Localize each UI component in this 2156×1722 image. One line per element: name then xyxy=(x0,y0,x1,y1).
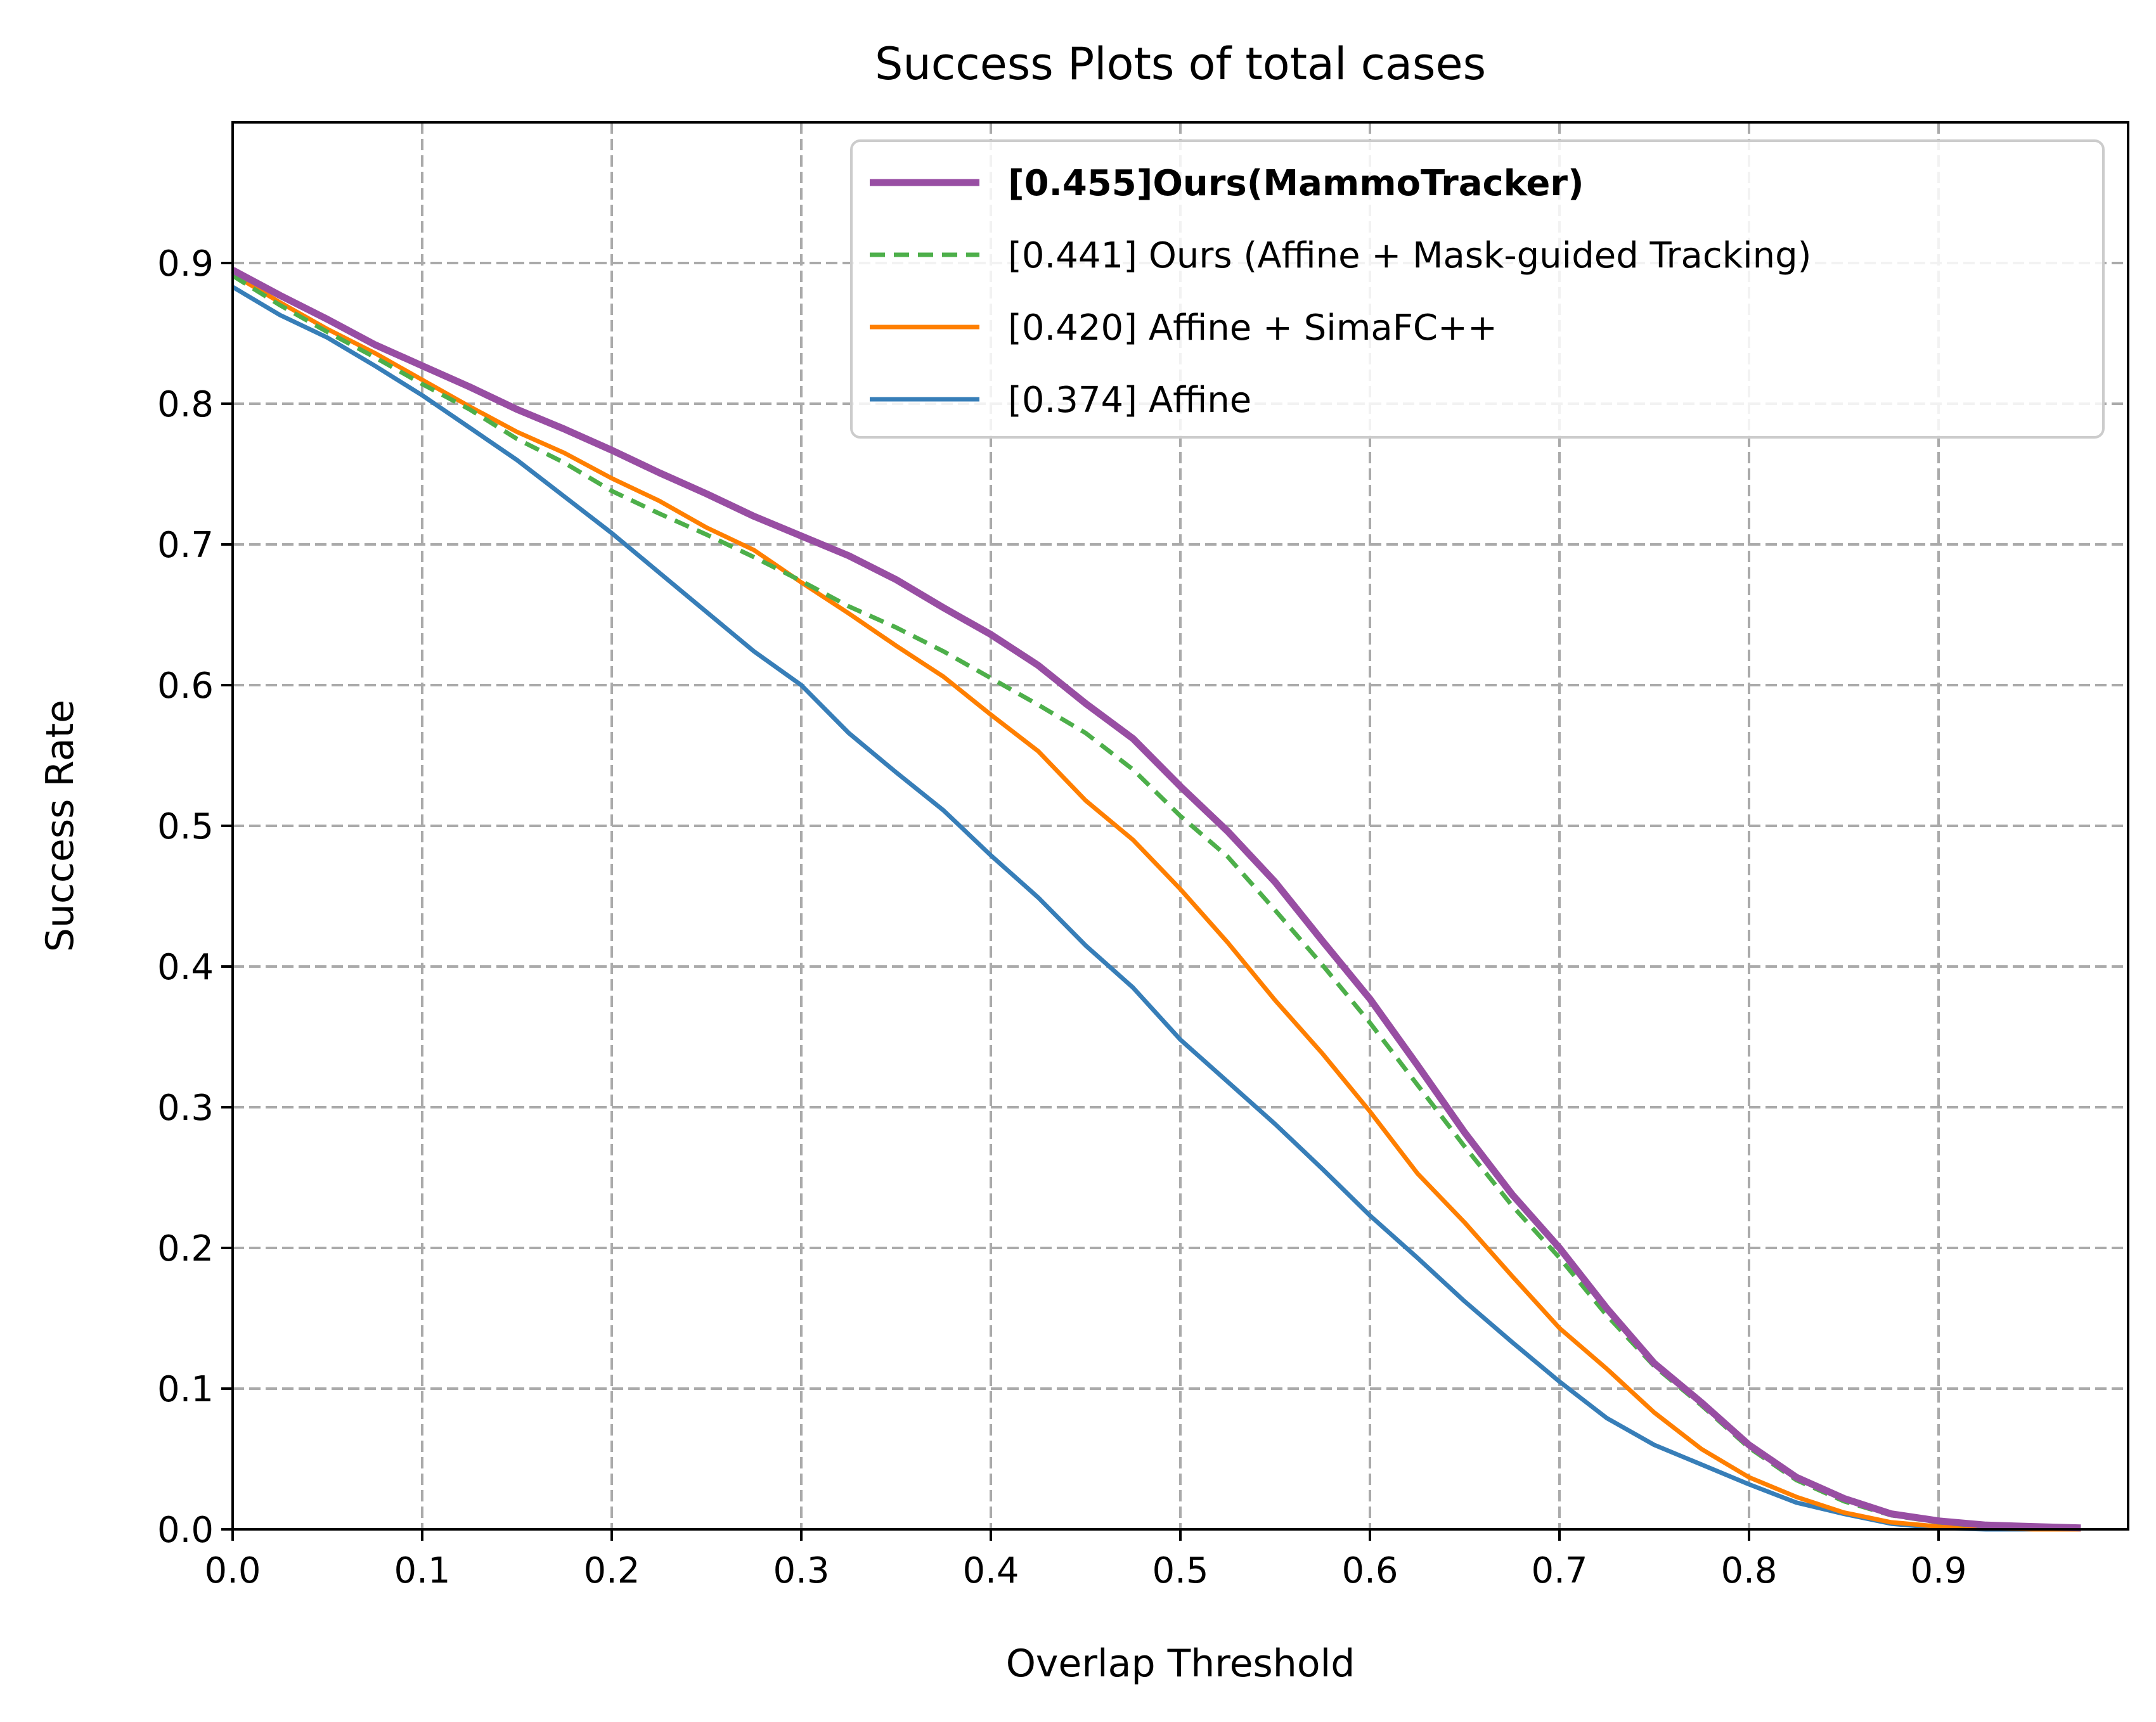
x-tick-label: 0.2 xyxy=(583,1550,640,1591)
x-tick-label: 0.0 xyxy=(204,1550,261,1591)
series-line-1 xyxy=(231,267,2081,1532)
legend-box xyxy=(850,139,2105,439)
y-tick-label: 0.0 xyxy=(157,1510,214,1551)
chart-title: Success Plots of total cases xyxy=(875,38,1486,90)
y-tick-label: 0.6 xyxy=(157,665,214,707)
series-line-3 xyxy=(231,272,2081,1532)
y-tick-label: 0.2 xyxy=(157,1228,214,1269)
legend-label-3: [0.420] Affine + SimaFC++ xyxy=(1008,307,1497,349)
y-tick-label: 0.8 xyxy=(157,384,214,425)
series-lines xyxy=(231,267,2081,1532)
y-axis-label: Success Rate xyxy=(38,700,82,952)
x-tick-label: 0.4 xyxy=(962,1550,1019,1591)
x-axis-label: Overlap Threshold xyxy=(1006,1642,1355,1686)
x-tick-label: 0.5 xyxy=(1152,1550,1208,1591)
x-tick-label: 0.1 xyxy=(394,1550,450,1591)
axis-ticks: 0.0 0.1 0.2 0.3 0.4 0.5 0.6 0.7 0.8 0.9 0.0 0.1 0.2 0… xyxy=(157,243,1967,1591)
x-tick-label: 0.9 xyxy=(1910,1550,1966,1591)
y-tick-label: 0.1 xyxy=(157,1369,214,1410)
legend-label-2: [0.441] Ours (Affine + Mask-guided Track… xyxy=(1008,235,1812,276)
legend-label-1: [0.455]Ours(MammoTracker) xyxy=(1008,163,1584,204)
legend: [0.455]Ours(MammoTracker) [0.441] Ours (A… xyxy=(850,139,2105,439)
x-tick-label: 0.8 xyxy=(1720,1550,1777,1591)
x-tick-label: 0.6 xyxy=(1341,1550,1398,1591)
x-tick-label: 0.3 xyxy=(773,1550,829,1591)
y-tick-label: 0.5 xyxy=(157,806,214,847)
series-line-4 xyxy=(231,285,2081,1532)
y-tick-label: 0.7 xyxy=(157,525,214,566)
y-tick-label: 0.4 xyxy=(157,947,214,988)
y-tick-label: 0.3 xyxy=(157,1088,214,1129)
y-tick-label: 0.9 xyxy=(157,243,214,285)
x-tick-label: 0.7 xyxy=(1531,1550,1587,1591)
legend-label-4: [0.374] Affine xyxy=(1008,380,1251,421)
